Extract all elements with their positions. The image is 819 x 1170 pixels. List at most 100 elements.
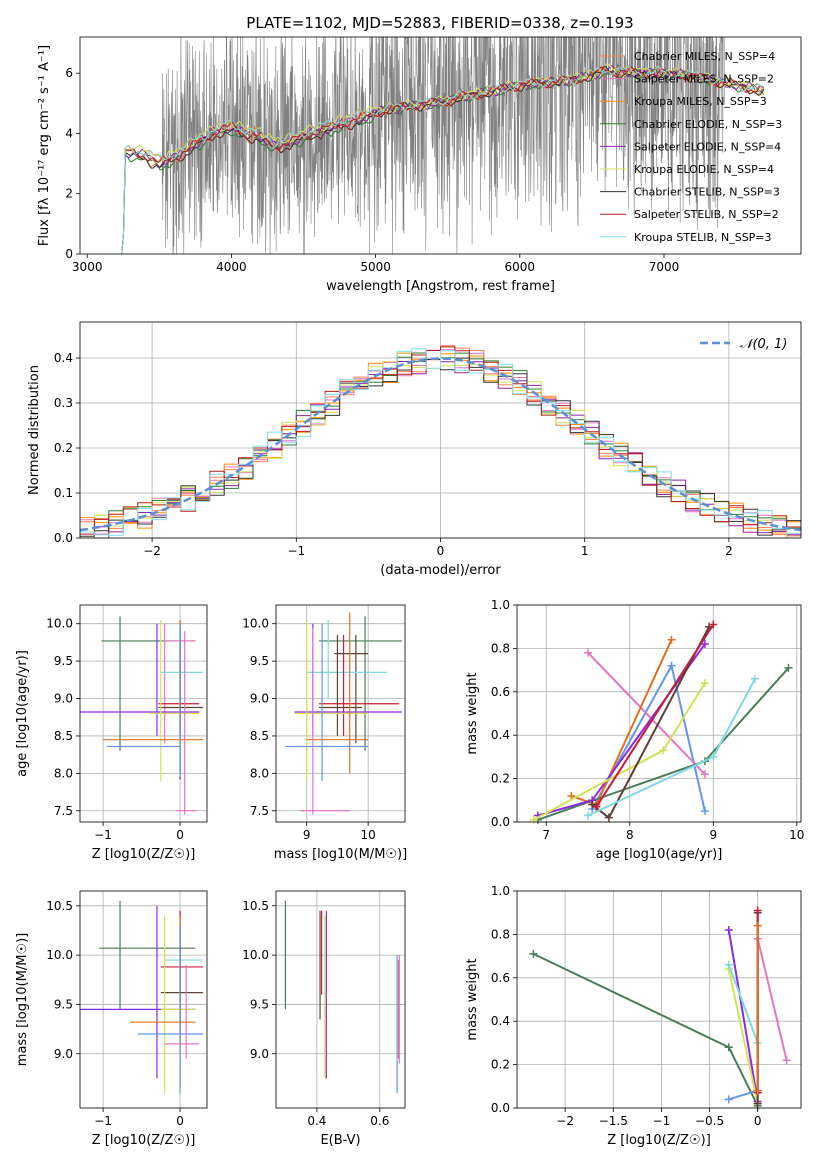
y-tick-label: 8.5 [54,729,73,743]
y-tick-label: 9.0 [250,1047,269,1061]
x-tick-label: −1.5 [599,1114,628,1128]
axes-frame [516,604,802,823]
x-tick-label: −2 [143,544,161,558]
massweight-line [727,964,759,1044]
y-tick-label: 0.2 [491,772,510,786]
y-tick-label: 9.5 [54,997,73,1011]
y-tick-label: 0.6 [491,685,510,699]
y-tick-label: 6 [65,66,73,80]
y-tick-label: 7.5 [54,804,73,818]
massweight-line [587,652,706,775]
residual-histogram-step [80,348,801,538]
massweight-marker [709,620,718,629]
x-axis-label: wavelength [Angstrom, rest frame] [326,279,555,294]
x-tick-label: −1 [287,544,305,558]
y-tick-label: 1.0 [491,598,510,612]
x-axis-label: mass [log10(M/M☉)] [274,847,407,862]
x-tick-label: 7 [542,828,550,842]
y-tick-label: 10.0 [242,948,269,962]
model-spectrum-line [121,65,765,254]
y-tick-label: 0.2 [54,441,73,455]
legend-label: Kroupa ELODIE, N_SSP=4 [634,163,774,176]
y-tick-label: 9.5 [250,997,269,1011]
legend-label: Chabrier ELODIE, N_SSP=3 [634,118,782,131]
legend-label: Kroupa STELIB, N_SSP=3 [634,231,772,244]
y-tick-label: 9.0 [54,692,73,706]
massweight-marker [584,811,592,820]
model-spectrum-line [121,65,765,254]
y-tick-label: 0 [65,247,73,261]
x-tick-label: 4000 [216,260,247,274]
massweight-marker [724,926,733,935]
massweight-marker [529,949,538,958]
y-tick-label: 10.0 [242,617,269,631]
y-tick-label: 8.5 [250,729,269,743]
y-tick-label: 0.3 [54,396,73,410]
massweight-marker [700,770,709,779]
axes-frame [275,890,406,1109]
y-tick-label: 1.0 [491,884,510,898]
y-tick-label: 0.1 [54,486,73,500]
age-vs-mass-panel: 9 10 7.5 8.0 8.5 9.0 9.5 10.0 mass [log10(M/M☉)] [242,604,407,862]
massweight-marker [700,640,709,649]
x-tick-label: 0 [176,828,184,842]
massweight-marker [659,746,668,755]
x-axis-label: Z [log10(Z/Z☉)] [607,1133,711,1148]
x-tick-label: −0.5 [695,1114,724,1128]
massweight-marker [588,800,597,809]
y-tick-label: 0.4 [491,1014,510,1028]
y-tick-label: 0.4 [54,351,73,365]
massweight-marker [751,674,760,683]
axes-frame [516,890,802,1109]
y-axis-label: mass weight [465,958,480,1040]
legend-label: Salpeter ELODIE, N_SSP=4 [634,140,781,153]
x-tick-label: −1 [94,828,112,842]
x-tick-label: 0.6 [370,1114,389,1128]
x-tick-label: 10 [361,828,376,842]
y-tick-label: 7.5 [250,804,269,818]
massweight-marker [584,648,592,657]
massweight-marker [753,1086,762,1095]
x-tick-label: 3000 [72,260,103,274]
axes-frame [79,604,208,823]
y-tick-label: 9.5 [54,654,73,668]
legend-label: Salpeter MILES, N_SSP=2 [634,73,774,86]
y-axis-label: Normed distribution [27,365,42,495]
mass-vs-ebv-panel: 0.4 0.6 9.0 9.5 10.0 10.5 E(B-V) [242,890,406,1148]
massweight-vs-age-panel: 7 8 9 10 0.0 0.2 0.4 0.6 0.8 1.0 age [log10(age/yr… [465,598,804,862]
massweight-line [727,968,759,1104]
normal-distribution-curve [79,357,802,532]
x-axis-label: Z [log10(Z/Z☉)] [92,847,196,862]
massweight-marker [784,663,793,672]
x-tick-label: 9 [303,828,311,842]
massweight-marker [724,960,733,969]
x-tick-label: 10 [789,828,804,842]
x-axis-label: Z [log10(Z/Z☉)] [92,1133,196,1148]
x-tick-label: 2 [725,544,733,558]
x-tick-label: −2 [556,1114,574,1128]
massweight-marker [667,661,676,670]
y-axis-label: Flux [fλ 10⁻¹⁷ erg cm⁻² s⁻¹ A⁻¹] [37,45,52,246]
residual-histogram-panel: 𝒩(0, 1) −2 −1 0 1 2 0.0 0.1 0.2 0.3 0.4 (data-model… [27,321,802,578]
x-axis-label: age [log10(age/yr)] [596,847,723,862]
x-tick-label: 9 [709,828,717,842]
x-tick-label: 0 [437,544,445,558]
massweight-marker [753,921,762,930]
mass-vs-metallicity-panel: −1 0 9.0 9.5 10.0 10.5 Z [log10(Z/Z☉)] mass [lo… [15,890,208,1148]
y-tick-label: 0.6 [491,971,510,985]
axes-frame [79,890,208,1109]
x-tick-label: 6000 [505,260,536,274]
y-axis-label: mass [log10(M/M☉)] [15,933,30,1066]
x-tick-label: 0 [754,1114,762,1128]
massweight-vs-metallicity-panel: −2 −1.5 −1 −0.5 0 0.0 0.2 0.4 0.6 0.8 1.0 Z [log10(… [465,884,802,1148]
y-tick-label: 2 [65,187,73,201]
x-tick-label: 5000 [360,260,391,274]
massweight-line [727,929,759,1102]
massweight-marker [667,635,676,644]
massweight-marker [592,802,601,811]
observed-spectrum-line [161,37,725,254]
y-tick-label: 4 [65,126,73,140]
y-tick-label: 0.2 [491,1058,510,1072]
massweight-marker [753,1099,762,1108]
